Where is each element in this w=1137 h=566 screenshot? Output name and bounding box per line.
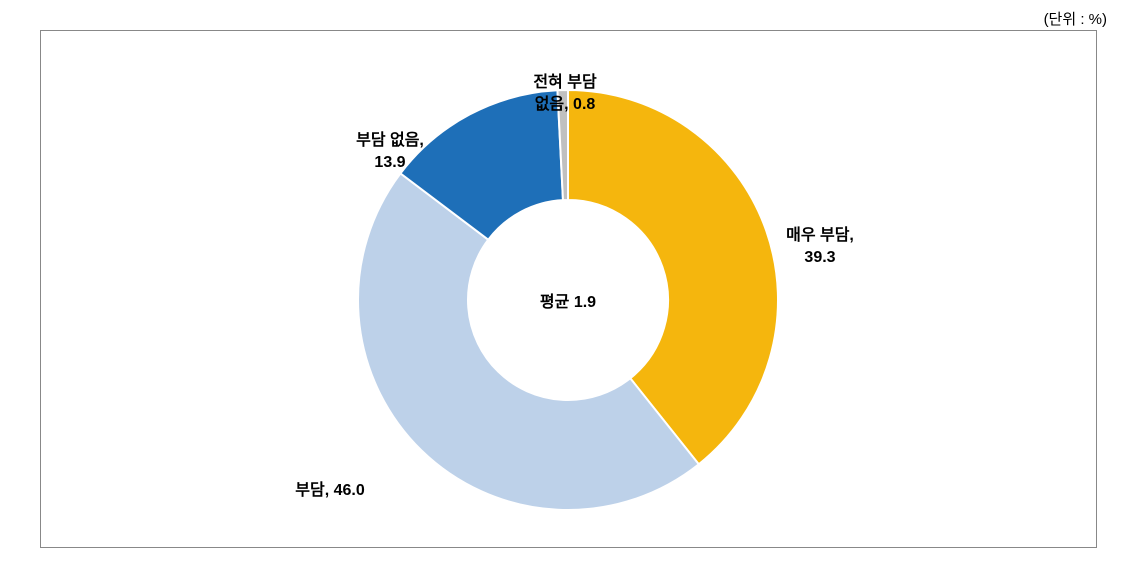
slice-label-3-line2: 없음, 0.8 — [535, 96, 596, 113]
slice-label-3-line1: 전혀 부담 — [533, 74, 596, 91]
unit-label: (단위 : %) — [1044, 8, 1107, 29]
slice-label-0-line2: 39.3 — [804, 249, 835, 266]
slice-label-2-line2: 13.9 — [374, 154, 405, 171]
slice-label-0-line1: 매우 부담, — [786, 227, 854, 244]
slice-label-1-line1: 부담, 46.0 — [295, 482, 364, 499]
slice-label-2-line1: 부담 없음, — [356, 132, 424, 149]
chart-center-label: 평균 1.9 — [540, 288, 596, 312]
slice-label-3: 전혀 부담 없음, 0.8 — [533, 72, 596, 115]
slice-label-2: 부담 없음, 13.9 — [356, 130, 424, 173]
slice-label-1: 부담, 46.0 — [295, 480, 364, 502]
slice-label-0: 매우 부담, 39.3 — [786, 225, 854, 268]
